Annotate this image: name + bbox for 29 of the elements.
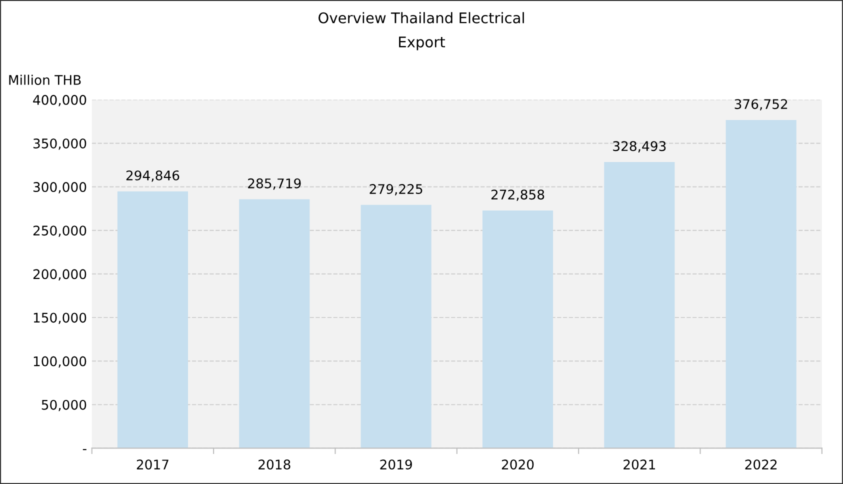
y-tick-label: 400,000 <box>33 94 86 106</box>
y-tick-label: - <box>82 449 86 450</box>
x-tick-label: 2022 <box>745 460 777 470</box>
y-tick-label: 50,000 <box>42 400 86 412</box>
y-tick-label: 200,000 <box>33 269 86 280</box>
y-axis-title: Million THB <box>9 74 81 85</box>
bar <box>482 210 554 448</box>
bar <box>239 199 310 448</box>
data-label: 272,858 <box>491 190 544 201</box>
x-tick-label: 2018 <box>258 460 290 470</box>
y-tick-label: 150,000 <box>34 312 86 324</box>
data-label: 294,846 <box>126 170 180 182</box>
y-tick-label: 300,000 <box>33 182 86 194</box>
bar <box>726 120 796 448</box>
chart-title: Overview Thailand Electrical Export <box>318 12 524 50</box>
data-label: 328,493 <box>613 141 666 152</box>
bar <box>604 162 675 448</box>
data-label: 279,225 <box>370 184 422 196</box>
x-tick-label: 2017 <box>136 460 168 470</box>
x-tick-label: 2019 <box>380 460 412 470</box>
bar <box>360 204 432 448</box>
y-tick-label: 350,000 <box>33 138 86 150</box>
x-tick-label: 2020 <box>502 460 534 470</box>
x-tick-label: 2021 <box>624 460 655 470</box>
y-tick-label: 250,000 <box>33 226 86 237</box>
bar <box>117 191 188 448</box>
data-label: 285,719 <box>248 178 301 190</box>
data-label: 376,752 <box>734 99 788 110</box>
y-tick-label: 100,000 <box>34 356 86 368</box>
